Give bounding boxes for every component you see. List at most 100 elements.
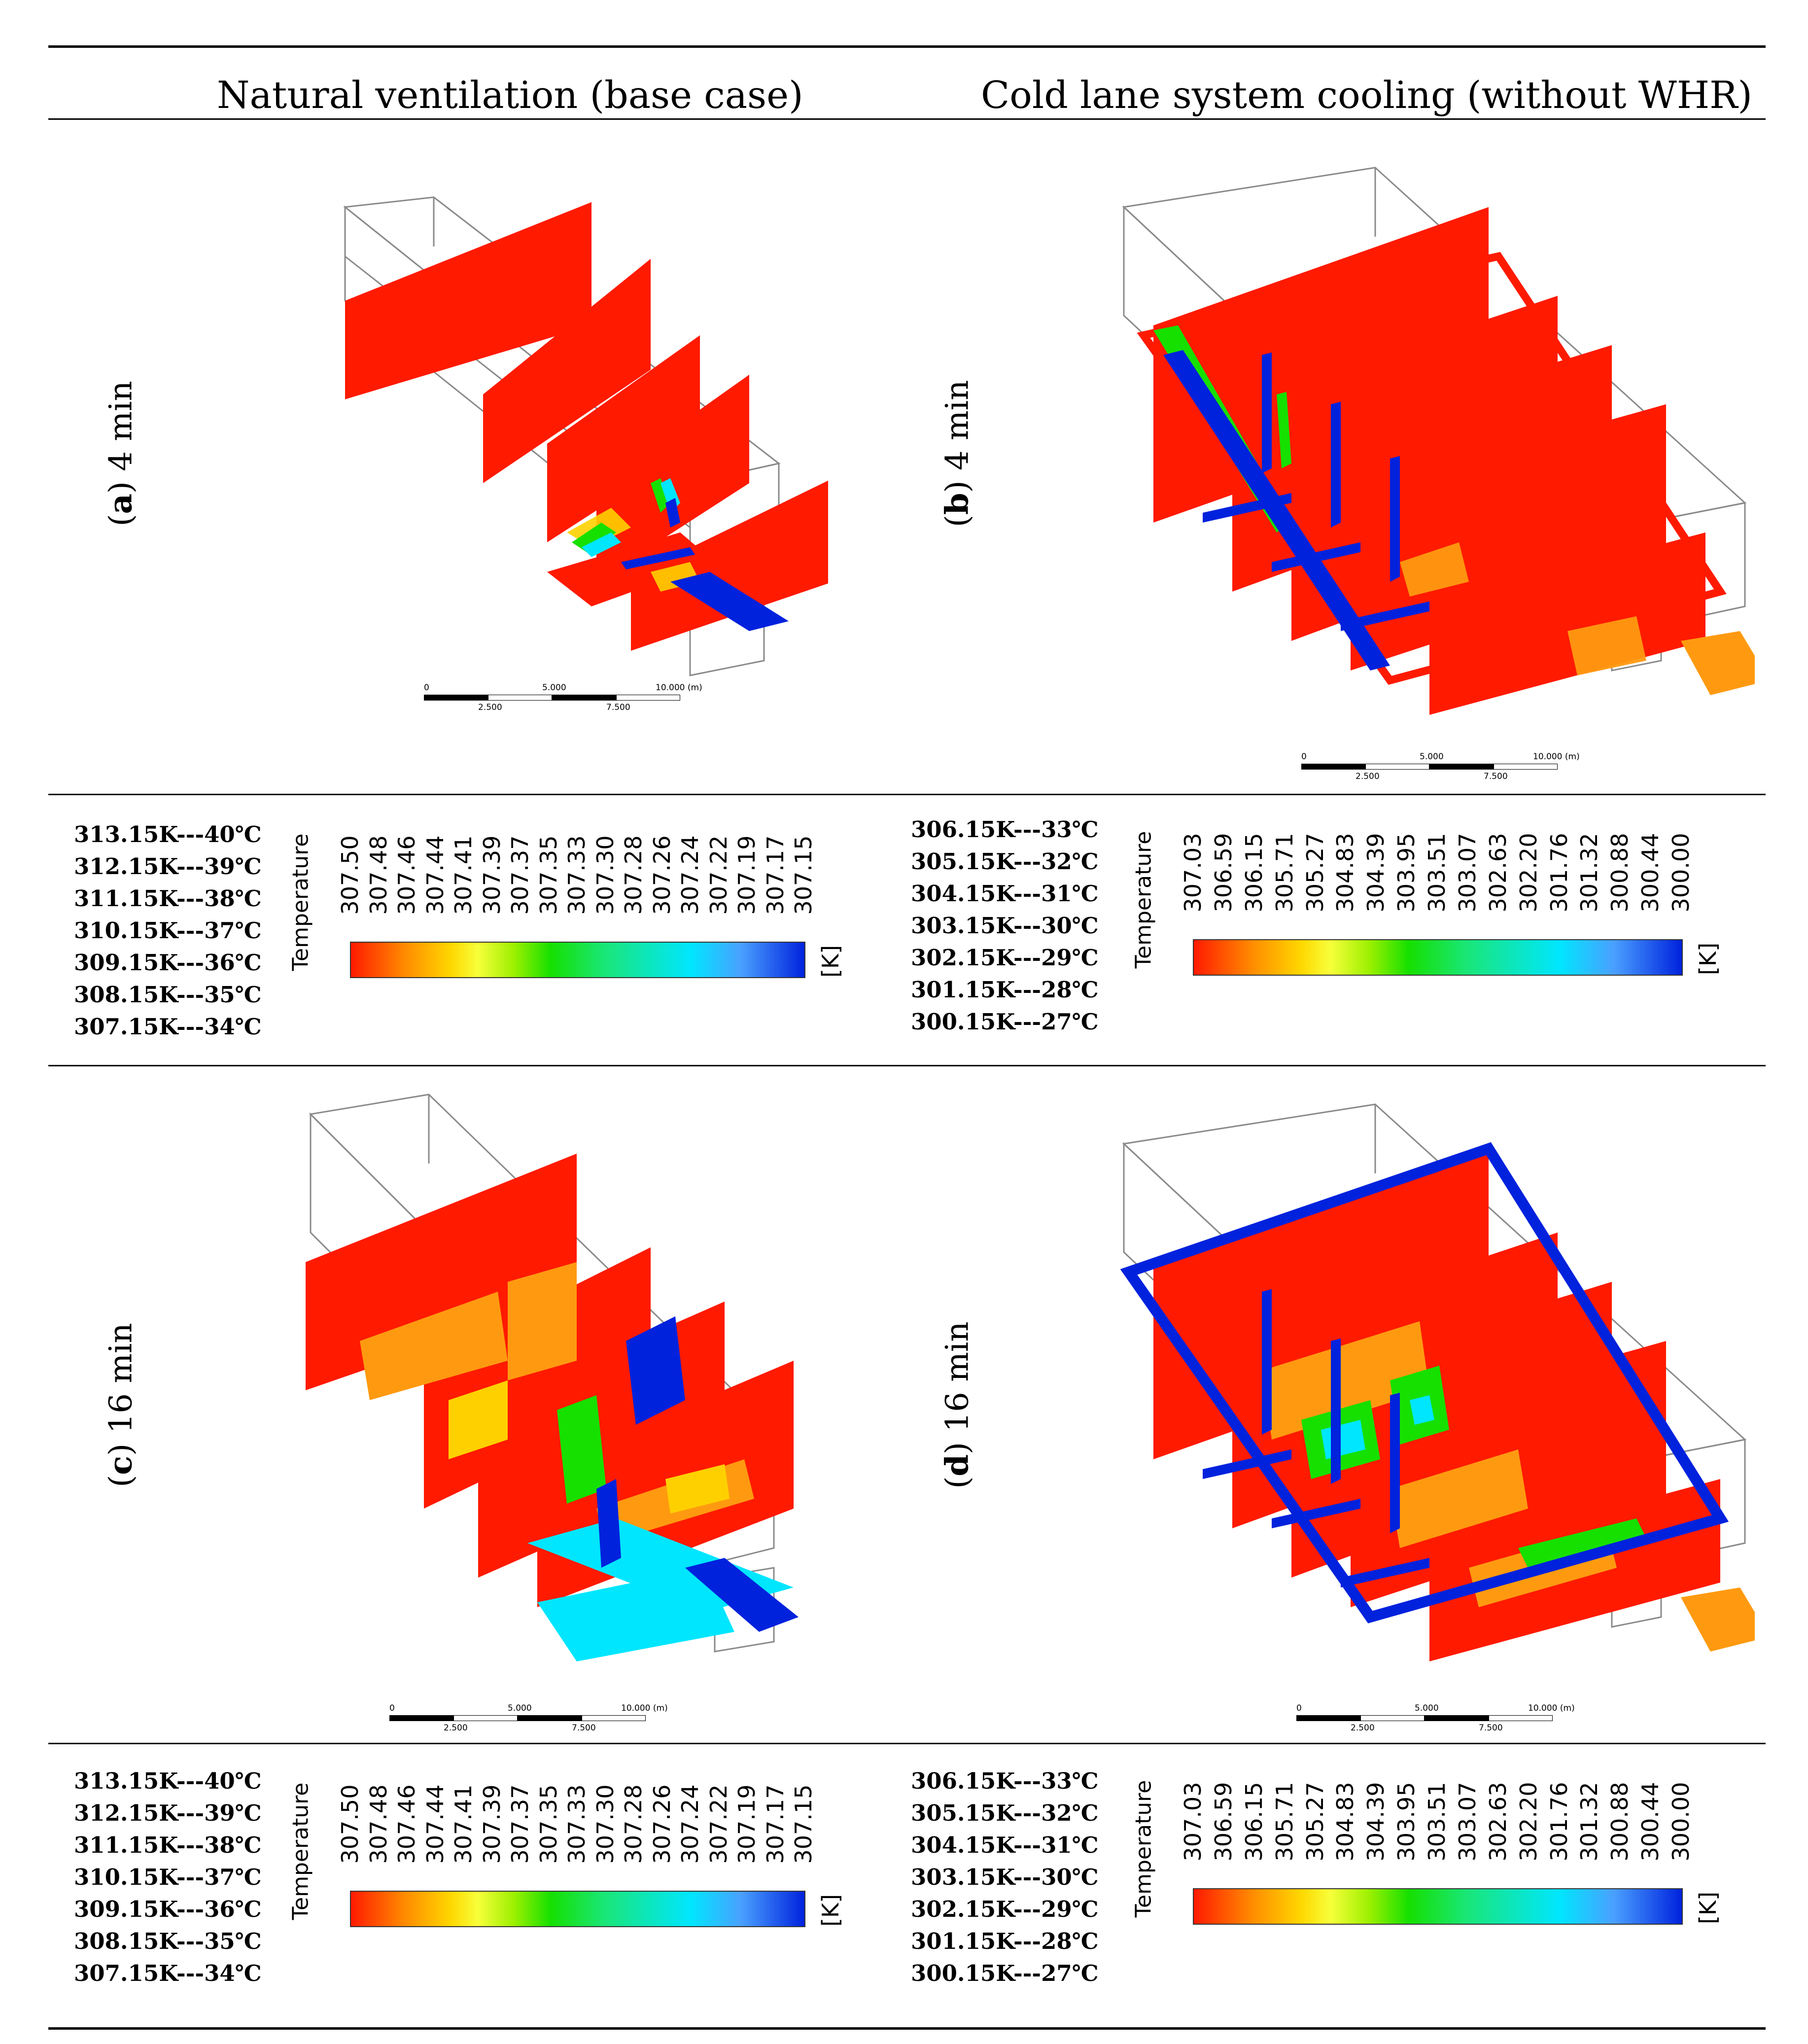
legend-tick-label: 301.76 xyxy=(1546,811,1572,934)
legend-tick-label: 307.41 xyxy=(450,813,477,937)
legend-tick-text: 301.32 xyxy=(1576,833,1603,913)
scale-segment xyxy=(518,1715,582,1721)
legend-tick-text: 307.41 xyxy=(450,835,477,915)
scale-label-0: 0 xyxy=(1296,1703,1302,1713)
panel-letter-c: c xyxy=(102,1455,139,1475)
legend-color-bar xyxy=(1193,939,1683,976)
conversion-line: 310.15K---37℃ xyxy=(74,917,262,944)
legend-tick-text: 301.32 xyxy=(1576,1782,1603,1862)
scale-label-7500: 7.500 xyxy=(572,1723,596,1733)
legend-tick-label: 301.32 xyxy=(1576,811,1603,934)
legend-tick-label: 307.28 xyxy=(620,1762,647,1886)
legend-tick-text: 307.50 xyxy=(337,835,363,915)
conversion-line: 311.15K---38℃ xyxy=(74,1832,262,1858)
legend-tick-label: 302.20 xyxy=(1515,811,1542,934)
legend-tick-label: 307.26 xyxy=(649,813,675,937)
legend-tick-text: 307.30 xyxy=(591,1784,619,1864)
legend-tick-text: 306.59 xyxy=(1210,833,1237,913)
conversion-line: 306.15K---33℃ xyxy=(911,1768,1099,1794)
legend-tick-label: 307.44 xyxy=(421,813,449,937)
legend-unit: [K] xyxy=(817,937,844,986)
legend-tick-text: 307.37 xyxy=(507,1784,533,1864)
legend-tick-text: 307.22 xyxy=(705,1784,732,1864)
legend-tick-text: 305.71 xyxy=(1271,833,1298,913)
legend-tick-label: 303.07 xyxy=(1454,1760,1481,1883)
legend-tick-label: 306.59 xyxy=(1210,1760,1237,1883)
legend-title-text: Temperature xyxy=(288,1782,313,1920)
legend-tick-text: 300.88 xyxy=(1606,833,1634,913)
legend-tick-label: 304.39 xyxy=(1362,1760,1389,1883)
conversion-line: 312.15K---39℃ xyxy=(74,1800,262,1826)
legend-tick-label: 303.95 xyxy=(1393,1760,1420,1883)
legend-tick-label: 303.51 xyxy=(1424,811,1450,934)
scale-bar-c: 0 5.000 10.000 (m) 2.500 7.500 xyxy=(389,1703,668,1733)
conversion-line: 304.15K---31℃ xyxy=(911,1832,1099,1858)
legend-tick-text: 307.46 xyxy=(393,835,420,915)
color-legend-natural-2: Temperature 307.50 307.48 307.46 307.44 307.4… xyxy=(286,1762,844,1994)
legend-title: Temperature xyxy=(1129,811,1158,988)
scale-label-0: 0 xyxy=(424,683,429,693)
panel-time-d: 16 min xyxy=(939,1321,976,1432)
panel-label-a: (a) 4 min xyxy=(102,381,139,527)
legend-tick-label: 300.00 xyxy=(1668,811,1694,934)
column-header-natural: Natural ventilation (base case) xyxy=(217,73,803,117)
legend-tick-label: 307.41 xyxy=(450,1762,477,1886)
conversion-line: 302.15K---29℃ xyxy=(911,945,1099,971)
legend-tick-label: 307.15 xyxy=(790,813,817,937)
legend-tick-label: 300.88 xyxy=(1606,1760,1633,1883)
scale-label-10: 10.000 (m) xyxy=(656,683,702,693)
scale-label-2500: 2.500 xyxy=(444,1723,468,1733)
legend-tick-text: 307.33 xyxy=(563,835,590,915)
legend-tick-text: 307.41 xyxy=(450,1784,477,1864)
legend-tick-text: 303.95 xyxy=(1393,1782,1420,1862)
legend-tick-label: 307.03 xyxy=(1180,811,1206,934)
legend-tick-label: 307.24 xyxy=(677,1762,703,1886)
row-rule-1 xyxy=(48,794,1766,795)
legend-tick-text: 307.50 xyxy=(337,1784,363,1864)
scale-label-7500: 7.500 xyxy=(1484,772,1508,781)
cfd-temperature-field-a xyxy=(343,196,828,676)
scale-label-10: 10.000 (m) xyxy=(621,1703,668,1713)
legend-tick-text: 307.26 xyxy=(648,1784,675,1864)
legend-color-bar xyxy=(350,942,805,978)
cfd-panel-c xyxy=(301,1085,818,1706)
legend-tick-text: 304.83 xyxy=(1332,833,1359,913)
legend-tick-text: 307.22 xyxy=(705,835,732,915)
scale-label-5: 5.000 xyxy=(542,683,566,693)
cfd-temperature-field-d xyxy=(1120,1103,1755,1661)
legend-tick-text: 307.48 xyxy=(365,1784,392,1864)
conversion-line: 312.15K---39℃ xyxy=(74,853,262,880)
scale-label-7500: 7.500 xyxy=(606,703,630,712)
legend-tick-label: 307.44 xyxy=(422,1762,449,1886)
legend-tick-text: 300.44 xyxy=(1637,833,1664,913)
legend-tick-label: 303.95 xyxy=(1393,811,1420,934)
scale-segment xyxy=(582,1715,646,1721)
legend-tick-label: 306.15 xyxy=(1241,1760,1267,1883)
legend-tick-text: 303.07 xyxy=(1454,1782,1481,1862)
panel-time-b: 4 min xyxy=(939,380,976,471)
legend-tick-label: 307.03 xyxy=(1180,1760,1206,1883)
legend-tick-text: 300.00 xyxy=(1668,833,1694,913)
legend-tick-text: 302.63 xyxy=(1484,1782,1511,1862)
legend-tick-label: 307.37 xyxy=(507,813,533,937)
legend-tick-text: 307.44 xyxy=(421,835,449,915)
legend-unit: [K] xyxy=(1695,1883,1721,1933)
legend-tick-label: 304.83 xyxy=(1332,1760,1358,1883)
legend-tick-text: 307.24 xyxy=(677,835,703,915)
legend-tick-label: 304.39 xyxy=(1362,811,1389,934)
legend-tick-label: 301.32 xyxy=(1576,1760,1603,1883)
legend-tick-label: 307.28 xyxy=(620,813,647,937)
legend-title: Temperature xyxy=(286,813,315,991)
legend-tick-text: 303.95 xyxy=(1393,833,1420,913)
color-legend-cold-1: Temperature 307.03 306.59 306.15 305.71 305.2… xyxy=(1129,811,1721,1043)
legend-tick-label: 302.20 xyxy=(1515,1760,1542,1883)
scale-label-10: 10.000 (m) xyxy=(1528,1703,1575,1713)
conversion-line: 302.15K---29℃ xyxy=(911,1896,1099,1922)
scale-label-10: 10.000 (m) xyxy=(1533,752,1580,762)
legend-tick-label: 307.37 xyxy=(507,1762,533,1886)
conversion-line: 304.15K---31℃ xyxy=(911,881,1099,907)
scale-label-0: 0 xyxy=(1301,752,1307,762)
cfd-temperature-field-b xyxy=(1122,167,1755,715)
legend-tick-text: 303.07 xyxy=(1454,833,1481,913)
conversion-line: 310.15K---37℃ xyxy=(74,1864,262,1890)
